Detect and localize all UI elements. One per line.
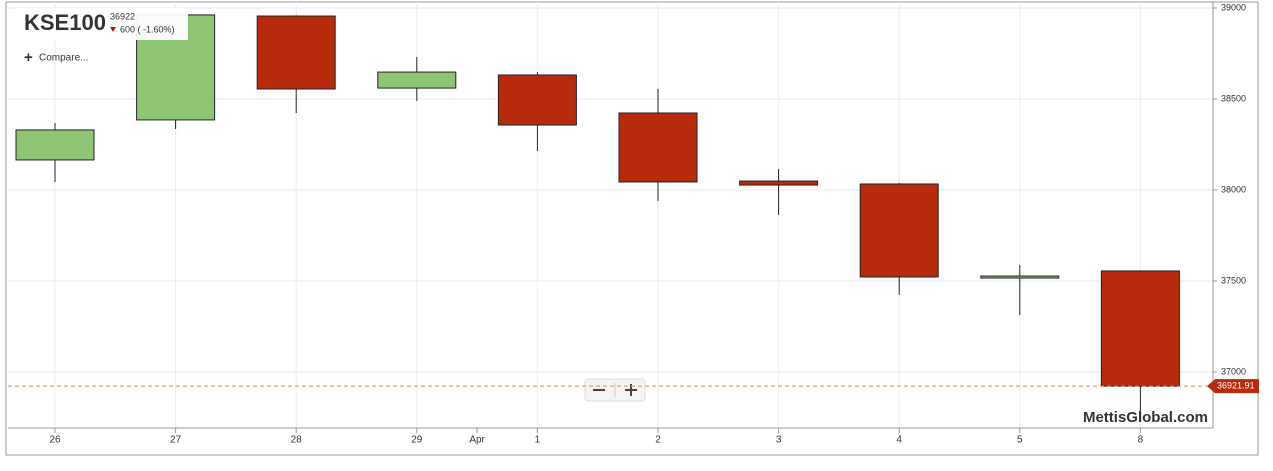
candle-body <box>739 180 819 186</box>
symbol: KSE100 <box>24 10 106 35</box>
x-tick-label: 29 <box>411 435 423 446</box>
compare-icon[interactable]: + <box>24 49 33 66</box>
x-tick-label: 27 <box>170 435 182 446</box>
y-tick-label: 37500 <box>1221 275 1246 285</box>
candle-body <box>618 112 698 183</box>
candle-body <box>497 74 577 126</box>
month-label: Apr <box>469 435 485 446</box>
header-box <box>18 8 188 40</box>
x-tick-label: 5 <box>1017 435 1023 446</box>
compare-button[interactable]: Compare... <box>39 53 88 64</box>
x-tick-label: 3 <box>776 435 782 446</box>
candle-body <box>377 71 457 89</box>
x-tick-label: 4 <box>896 435 902 446</box>
header-price: 36922 <box>110 11 135 21</box>
candle-body <box>15 129 95 161</box>
y-tick-label: 38000 <box>1221 184 1246 194</box>
down-arrow <box>110 27 116 32</box>
y-tick-label: 38500 <box>1221 93 1246 103</box>
y-tick-label: 39000 <box>1221 2 1246 12</box>
header-change: 600 ( -1.60%) <box>120 24 175 34</box>
last-price-tag <box>1207 379 1259 394</box>
x-tick-label: 28 <box>291 435 303 446</box>
x-tick-label: 8 <box>1138 435 1144 446</box>
candle-body <box>256 15 336 90</box>
candle-body <box>1100 270 1180 387</box>
y-tick-label: 37000 <box>1221 366 1246 376</box>
candle-body <box>859 183 939 278</box>
zoom-controls <box>584 378 646 402</box>
x-tick-label: 1 <box>535 435 541 446</box>
watermark: MettisGlobal.com <box>1083 409 1208 426</box>
x-tick-label: 26 <box>49 435 61 446</box>
x-tick-label: 2 <box>655 435 661 446</box>
last-price-label: 36921.91 <box>1217 381 1255 391</box>
candle-body <box>980 275 1060 279</box>
